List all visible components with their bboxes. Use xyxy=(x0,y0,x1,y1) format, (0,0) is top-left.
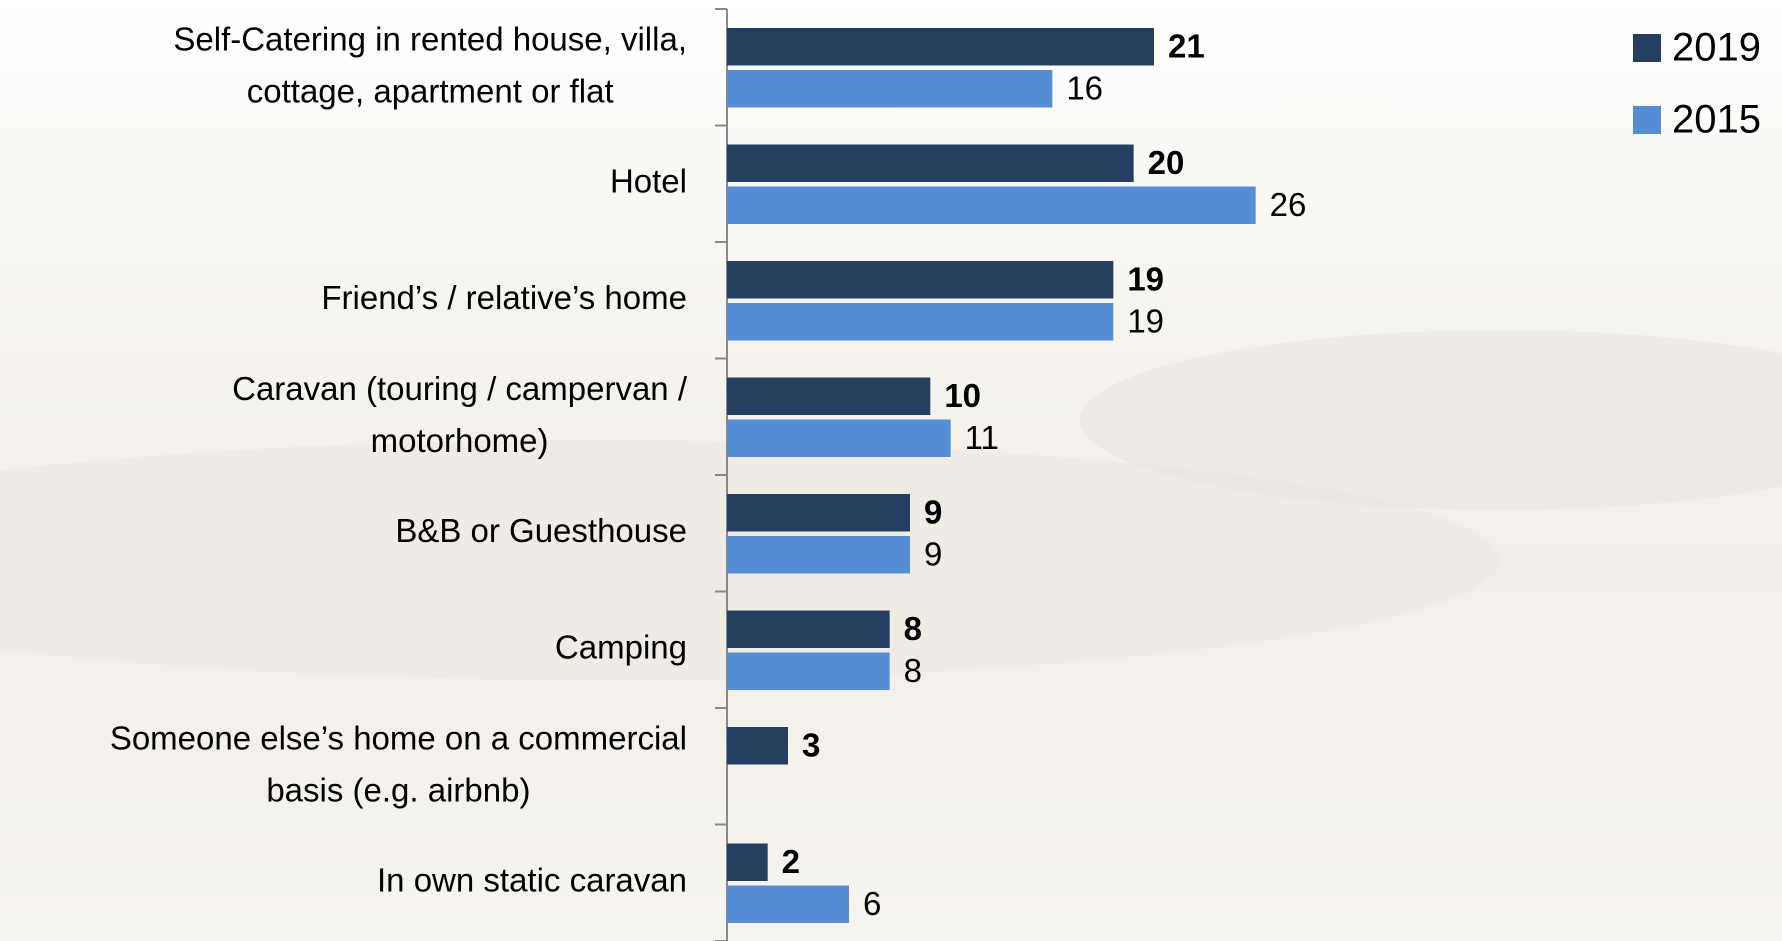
value-label: 16 xyxy=(1066,69,1103,106)
bar xyxy=(727,494,910,532)
bar xyxy=(727,652,890,690)
value-label: 8 xyxy=(904,610,922,647)
value-label: 3 xyxy=(802,726,820,763)
category-label: Self-Catering in rented house, villa, cot… xyxy=(173,20,687,109)
bar xyxy=(727,727,788,765)
value-label: 19 xyxy=(1127,260,1164,297)
legend-swatch xyxy=(1633,34,1661,62)
category-label: Someone else’s home on a commercial basis… xyxy=(110,719,687,808)
value-label: 20 xyxy=(1148,144,1185,181)
bar xyxy=(727,261,1114,299)
value-label: 2 xyxy=(782,843,800,880)
value-label: 21 xyxy=(1168,27,1205,64)
value-label: 26 xyxy=(1270,186,1307,223)
value-label: 11 xyxy=(965,419,999,456)
legend-label: 2019 xyxy=(1672,26,1761,70)
background-shape xyxy=(1080,330,1782,510)
bar xyxy=(727,419,951,457)
bar xyxy=(727,144,1134,182)
category-label: B&B or Guesthouse xyxy=(395,512,687,549)
value-label: 9 xyxy=(924,493,942,530)
category-label: Friend’s / relative’s home xyxy=(321,279,687,316)
value-label: 10 xyxy=(944,377,981,414)
category-label: Camping xyxy=(555,628,687,665)
bar xyxy=(727,536,910,574)
value-label: 6 xyxy=(863,885,881,922)
category-label: Hotel xyxy=(610,162,687,199)
bar xyxy=(727,610,890,648)
bar xyxy=(727,885,849,923)
bar xyxy=(727,28,1154,66)
value-label: 8 xyxy=(904,652,922,689)
bar xyxy=(727,377,931,415)
bar xyxy=(727,303,1114,341)
value-label: 19 xyxy=(1127,302,1164,339)
legend-label: 2015 xyxy=(1672,98,1761,142)
category-label: In own static caravan xyxy=(377,861,687,898)
value-label: 9 xyxy=(924,535,942,572)
legend-swatch xyxy=(1633,106,1661,134)
bar xyxy=(727,843,768,881)
bar xyxy=(727,70,1053,108)
bar xyxy=(727,186,1256,224)
category-label: Caravan (touring / campervan / motorhome) xyxy=(232,369,688,458)
